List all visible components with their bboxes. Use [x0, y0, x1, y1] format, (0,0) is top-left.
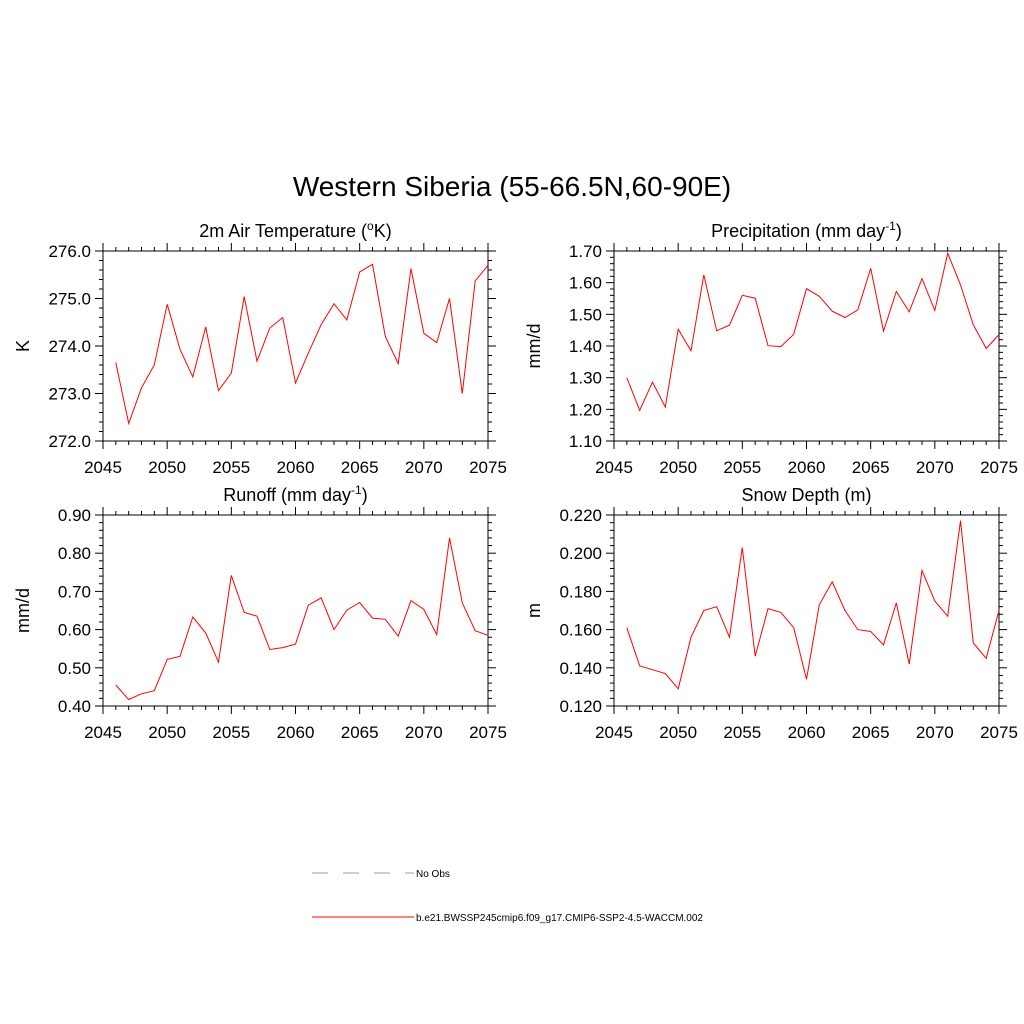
- x-tick-label: 2075: [469, 458, 507, 477]
- plot-frame: [102, 250, 489, 442]
- panel-title: 2m Air Temperature (oK): [199, 219, 391, 241]
- legend-label: b.e21.BWSSP245cmip6.f09_g17.CMIP6-SSP2-4…: [416, 913, 703, 924]
- panel-1: 2m Air Temperature (oK) K 2045 2050 2055 2060…: [13, 219, 507, 477]
- x-tick-label: 2045: [595, 723, 633, 742]
- panels: 2m Air Temperature (oK) K 2045 2050 2055 2060…: [13, 219, 1018, 742]
- x-tick-label: 2060: [277, 458, 315, 477]
- panel-title-suffix: ): [362, 485, 368, 505]
- x-tick-label: 2070: [405, 458, 443, 477]
- y-axis-label: mm/d: [13, 588, 33, 633]
- y-tick-label: 275.0: [48, 290, 91, 309]
- panel-title-superscript: -1: [885, 219, 896, 233]
- legend-item: b.e21.BWSSP245cmip6.f09_g17.CMIP6-SSP2-4…: [312, 913, 703, 924]
- y-tick-label: 0.160: [559, 621, 602, 640]
- y-tick-label: 0.50: [58, 659, 91, 678]
- y-axis-label: mm/d: [524, 324, 544, 369]
- y-tick-label: 1.70: [569, 242, 602, 261]
- x-tick-label: 2055: [212, 723, 250, 742]
- y-tick-label: 276.0: [48, 242, 91, 261]
- y-tick-label: 0.70: [58, 582, 91, 601]
- panel-2: Precipitation (mm day-1) mm/d 2045 2050 2055…: [524, 219, 1018, 477]
- figure-title: Western Siberia (55-66.5N,60-90E): [293, 171, 731, 202]
- plot-frame: [613, 250, 1000, 442]
- y-tick-label: 274.0: [48, 337, 91, 356]
- y-tick-label: 1.60: [569, 274, 602, 293]
- x-tick-label: 2065: [852, 723, 890, 742]
- series-line: [626, 520, 1000, 690]
- panel-3: Runoff (mm day-1) mm/d 2045 2050 2055 2060 206…: [13, 483, 507, 742]
- panel-title-text: Snow Depth (m): [741, 485, 871, 505]
- y-tick-label: 0.220: [559, 506, 602, 525]
- x-tick-label: 2050: [148, 723, 186, 742]
- series-line: [115, 537, 489, 701]
- x-tick-label: 2055: [723, 723, 761, 742]
- x-tick-label: 2075: [980, 723, 1018, 742]
- y-tick-label: 272.0: [48, 432, 91, 451]
- y-tick-label: 0.90: [58, 506, 91, 525]
- panel-title-text: 2m Air Temperature (: [199, 221, 367, 241]
- panel-title-superscript: -1: [351, 483, 362, 497]
- y-tick-label: 0.200: [559, 544, 602, 563]
- y-tick-label: 0.120: [559, 697, 602, 716]
- panel-title: Runoff (mm day-1): [223, 483, 367, 505]
- x-tick-label: 2045: [84, 458, 122, 477]
- x-tick-label: 2075: [980, 458, 1018, 477]
- y-tick-label: 0.60: [58, 621, 91, 640]
- x-tick-label: 2050: [148, 458, 186, 477]
- panel-title-suffix: ): [896, 221, 902, 241]
- panel-title-text: Runoff (mm day: [223, 485, 351, 505]
- y-tick-label: 1.10: [569, 432, 602, 451]
- panel-title: Snow Depth (m): [741, 485, 871, 505]
- x-tick-label: 2070: [916, 458, 954, 477]
- y-axis-label: m: [524, 603, 544, 618]
- x-tick-label: 2065: [341, 723, 379, 742]
- y-tick-label: 0.80: [58, 544, 91, 563]
- x-tick-label: 2045: [595, 458, 633, 477]
- x-tick-label: 2055: [212, 458, 250, 477]
- y-tick-label: 1.30: [569, 369, 602, 388]
- plot-frame: [102, 514, 489, 707]
- y-tick-label: 0.40: [58, 697, 91, 716]
- x-tick-label: 2065: [341, 458, 379, 477]
- x-tick-label: 2060: [788, 458, 826, 477]
- y-tick-label: 1.40: [569, 337, 602, 356]
- y-axis-label: K: [13, 340, 33, 352]
- y-tick-label: 0.140: [559, 659, 602, 678]
- x-tick-label: 2055: [723, 458, 761, 477]
- x-tick-label: 2070: [405, 723, 443, 742]
- x-tick-label: 2070: [916, 723, 954, 742]
- legend-label: No Obs: [416, 869, 450, 880]
- y-tick-label: 1.20: [569, 400, 602, 419]
- legend-item: No Obs: [312, 869, 450, 880]
- panel-title-text: Precipitation (mm day: [711, 221, 885, 241]
- x-tick-label: 2050: [659, 458, 697, 477]
- x-tick-label: 2050: [659, 723, 697, 742]
- panel-title-superscript: o: [367, 219, 374, 233]
- x-tick-label: 2045: [84, 723, 122, 742]
- x-tick-label: 2065: [852, 458, 890, 477]
- panel-title-suffix: K): [374, 221, 392, 241]
- y-tick-label: 1.50: [569, 305, 602, 324]
- x-tick-label: 2060: [788, 723, 826, 742]
- y-tick-label: 273.0: [48, 385, 91, 404]
- x-tick-label: 2060: [277, 723, 315, 742]
- panel-title: Precipitation (mm day-1): [711, 219, 902, 241]
- legend: No Obs b.e21.BWSSP245cmip6.f09_g17.CMIP6-…: [312, 869, 703, 924]
- y-tick-label: 0.180: [559, 582, 602, 601]
- series-line: [115, 263, 489, 426]
- series-line: [626, 251, 1000, 412]
- panel-4: Snow Depth (m) m 2045 2050 2055 2060 2065 2070 2…: [524, 485, 1018, 742]
- x-tick-label: 2075: [469, 723, 507, 742]
